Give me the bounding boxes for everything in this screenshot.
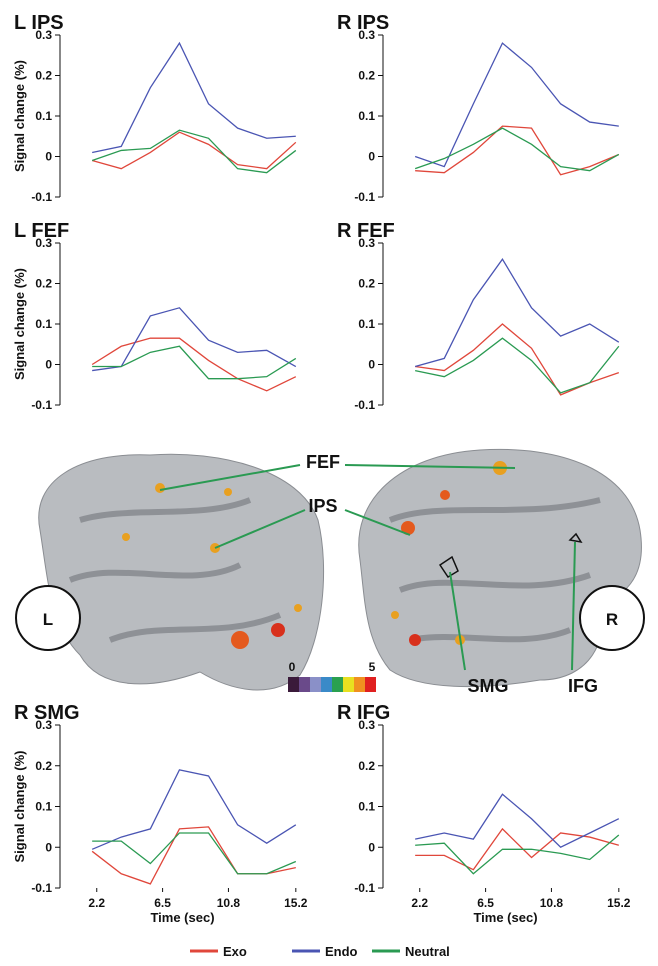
y-tick-label: 0 — [45, 150, 52, 164]
y-tick-label: 0 — [368, 150, 375, 164]
x-tick-label: 10.8 — [540, 896, 564, 910]
y-axis-label: Signal change (%) — [12, 60, 27, 172]
x-tick-label: 15.2 — [284, 896, 308, 910]
right-brain — [359, 449, 642, 686]
y-tick-label: 0.2 — [358, 277, 375, 291]
series-line — [92, 308, 296, 371]
x-tick-label: 2.2 — [88, 896, 105, 910]
hemisphere-label: L — [43, 610, 53, 629]
y-tick-label: 0 — [45, 358, 52, 372]
y-tick-label: 0.2 — [35, 277, 52, 291]
region-label: IFG — [568, 676, 598, 696]
series-line — [415, 126, 619, 175]
series-line — [92, 346, 296, 378]
x-tick-label: 2.2 — [411, 896, 428, 910]
series-line — [415, 43, 619, 167]
x-axis-label: Time (sec) — [473, 910, 537, 925]
region-label: SMG — [467, 676, 508, 696]
region-label: FEF — [306, 452, 340, 472]
y-axis-label: Signal change (%) — [12, 268, 27, 380]
y-tick-label: 0.1 — [358, 317, 375, 331]
y-tick-label: 0.3 — [358, 28, 375, 42]
figure: FEF IPS SMG IFG L R 0 5 L IPSSignal chan… — [0, 0, 658, 961]
hemisphere-label: R — [606, 610, 618, 629]
y-tick-label: -0.1 — [354, 190, 375, 204]
colorbar-tick: 0 — [289, 660, 296, 674]
y-tick-label: 0 — [45, 840, 52, 854]
series-line — [92, 833, 296, 874]
y-tick-label: 0.3 — [358, 718, 375, 732]
legend-label: Neutral — [405, 944, 450, 959]
series-line — [415, 324, 619, 395]
x-tick-label: 15.2 — [607, 896, 631, 910]
colorbar-tick: 5 — [369, 660, 376, 674]
brain-images — [16, 449, 644, 692]
y-tick-label: -0.1 — [354, 881, 375, 895]
series-line — [415, 259, 619, 366]
y-axis-label: Signal change (%) — [12, 751, 27, 863]
y-tick-label: 0 — [368, 358, 375, 372]
y-tick-label: 0.3 — [35, 236, 52, 250]
series-line — [415, 794, 619, 847]
left-brain — [39, 454, 324, 690]
legend-label: Exo — [223, 944, 247, 959]
series-line — [92, 827, 296, 884]
y-tick-label: 0.1 — [35, 800, 52, 814]
y-tick-label: -0.1 — [354, 398, 375, 412]
x-tick-label: 6.5 — [477, 896, 494, 910]
x-axis-label: Time (sec) — [150, 910, 214, 925]
y-tick-label: 0.1 — [35, 109, 52, 123]
y-tick-label: -0.1 — [31, 190, 52, 204]
y-tick-label: 0.1 — [35, 317, 52, 331]
series-line — [415, 338, 619, 393]
legend-label: Endo — [325, 944, 358, 959]
colorbar — [288, 677, 376, 692]
series-line — [92, 130, 296, 173]
series-line — [92, 770, 296, 849]
y-tick-label: 0.3 — [358, 236, 375, 250]
page: FEF IPS SMG IFG L R 0 5 L IPSSignal chan… — [0, 0, 658, 961]
y-tick-label: 0.2 — [358, 69, 375, 83]
y-tick-label: -0.1 — [31, 881, 52, 895]
y-tick-label: 0.2 — [358, 759, 375, 773]
y-tick-label: 0.2 — [35, 759, 52, 773]
series-line — [415, 835, 619, 874]
y-tick-label: 0.3 — [35, 28, 52, 42]
y-tick-label: 0.1 — [358, 109, 375, 123]
region-label: IPS — [308, 496, 337, 516]
x-tick-label: 10.8 — [217, 896, 241, 910]
y-tick-label: 0.3 — [35, 718, 52, 732]
y-tick-label: -0.1 — [31, 398, 52, 412]
y-tick-label: 0 — [368, 840, 375, 854]
y-tick-label: 0.2 — [35, 69, 52, 83]
x-tick-label: 6.5 — [154, 896, 171, 910]
series-line — [92, 43, 296, 152]
y-tick-label: 0.1 — [358, 800, 375, 814]
